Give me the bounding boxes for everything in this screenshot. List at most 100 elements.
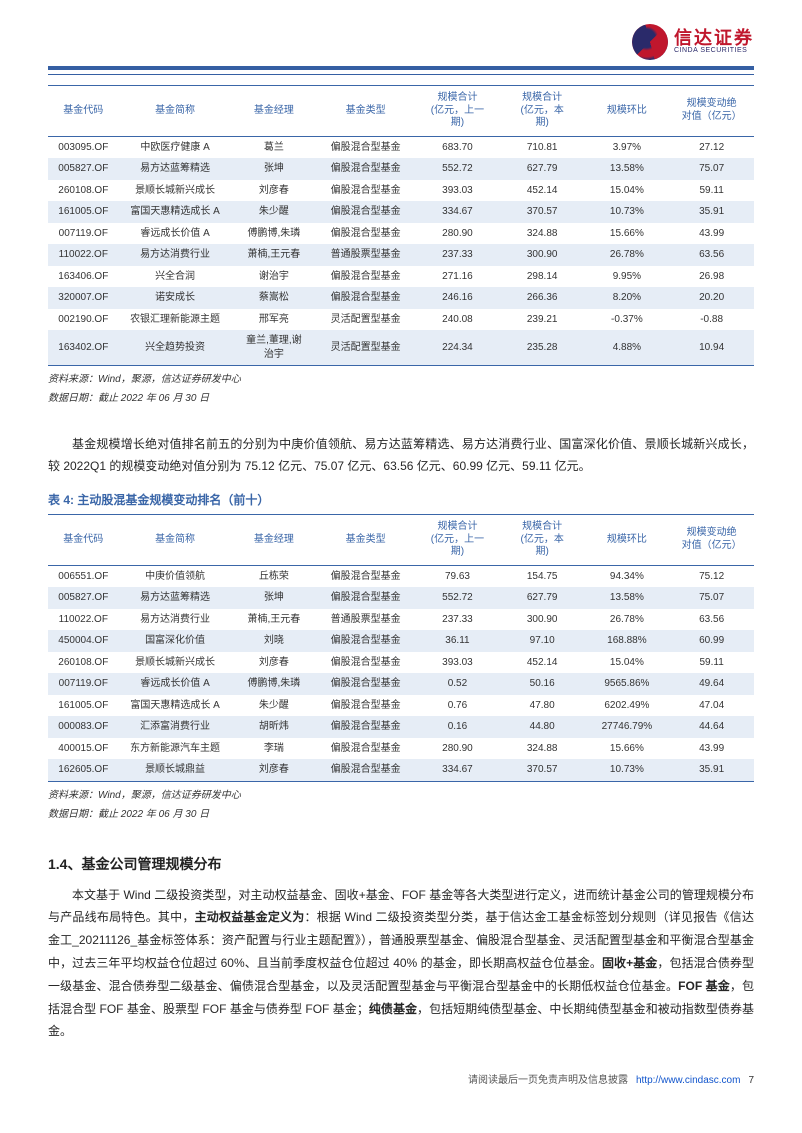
cell: 79.63 <box>415 565 500 587</box>
cell: 000083.OF <box>48 716 119 738</box>
col-header: 基金代码 <box>48 515 119 566</box>
cell: 中欧医疗健康 A <box>119 136 232 158</box>
table-scale-change: 基金代码基金简称基金经理基金类型规模合计(亿元，上一期)规模合计(亿元，本期)规… <box>48 514 754 782</box>
date-note: 数据日期：截止 2022 年 06 月 30 日 <box>48 389 754 404</box>
cell: 50.16 <box>500 673 585 695</box>
table-fund-scale: 基金代码基金简称基金经理基金类型规模合计(亿元，上一期)规模合计(亿元，本期)规… <box>48 85 754 366</box>
cell: 0.16 <box>415 716 500 738</box>
def-b1: 主动权益基金定义为 <box>195 910 305 924</box>
cell: 偏股混合型基金 <box>316 673 415 695</box>
cell: 334.67 <box>415 759 500 781</box>
cell: 偏股混合型基金 <box>316 180 415 202</box>
cell: 李瑞 <box>232 738 317 760</box>
swirl-icon <box>632 24 668 60</box>
table-row: 320007.OF诺安成长蔡嵩松偏股混合型基金246.16266.368.20%… <box>48 287 754 309</box>
cell: 兴全趋势投资 <box>119 330 232 366</box>
table-row: 003095.OF中欧医疗健康 A葛兰偏股混合型基金683.70710.813.… <box>48 136 754 158</box>
cell: 007119.OF <box>48 673 119 695</box>
brand-en: CINDA SECURITIES <box>674 47 754 55</box>
cell: 景顺长城新兴成长 <box>119 180 232 202</box>
cell: 163406.OF <box>48 266 119 288</box>
col-header: 规模合计(亿元，本期) <box>500 515 585 566</box>
cell: 400015.OF <box>48 738 119 760</box>
cell: 中庚价值领航 <box>119 565 232 587</box>
cell: 偏股混合型基金 <box>316 287 415 309</box>
cell: 393.03 <box>415 180 500 202</box>
cell: 傅鹏博,朱璘 <box>232 223 317 245</box>
cell: 237.33 <box>415 244 500 266</box>
table-row: 006551.OF中庚价值领航丘栋荣偏股混合型基金79.63154.7594.3… <box>48 565 754 587</box>
col-header: 规模合计(亿元，上一期) <box>415 515 500 566</box>
brand-cn: 信达证券 <box>674 29 754 47</box>
cell: 灵活配置型基金 <box>316 330 415 366</box>
cell: 334.67 <box>415 201 500 223</box>
cell: 43.99 <box>669 738 754 760</box>
footer-link[interactable]: http://www.cindasc.com <box>636 1075 740 1086</box>
cell: 161005.OF <box>48 695 119 717</box>
cell: 15.04% <box>585 652 670 674</box>
cell: 8.20% <box>585 287 670 309</box>
cell: 005827.OF <box>48 158 119 180</box>
cell: 偏股混合型基金 <box>316 652 415 674</box>
cell: 224.34 <box>415 330 500 366</box>
table-row: 007119.OF睿远成长价值 A傅鹏博,朱璘偏股混合型基金0.5250.169… <box>48 673 754 695</box>
cell: 26.98 <box>669 266 754 288</box>
cell: 47.80 <box>500 695 585 717</box>
source-note: 资料来源：Wind，聚源，信达证券研发中心 <box>48 370 754 385</box>
col-header: 规模环比 <box>585 515 670 566</box>
date-note: 数据日期：截止 2022 年 06 月 30 日 <box>48 805 754 820</box>
cell: 452.14 <box>500 180 585 202</box>
col-header: 基金类型 <box>316 515 415 566</box>
table-row: 161005.OF富国天惠精选成长 A朱少醒偏股混合型基金334.67370.5… <box>48 201 754 223</box>
cell: 傅鹏博,朱璘 <box>232 673 317 695</box>
cell: 370.57 <box>500 201 585 223</box>
cell: 13.58% <box>585 158 670 180</box>
cell: 59.11 <box>669 652 754 674</box>
page-number: 7 <box>748 1075 754 1086</box>
cell: 睿远成长价值 A <box>119 673 232 695</box>
cell: 239.21 <box>500 309 585 331</box>
cell: 27746.79% <box>585 716 670 738</box>
cell: 偏股混合型基金 <box>316 759 415 781</box>
table-header-row: 基金代码基金简称基金经理基金类型规模合计(亿元，上一期)规模合计(亿元，本期)规… <box>48 86 754 137</box>
cell: 161005.OF <box>48 201 119 223</box>
cell: 东方新能源汽车主题 <box>119 738 232 760</box>
cell: 75.12 <box>669 565 754 587</box>
cell: 15.66% <box>585 738 670 760</box>
def-b2: 固收+基金 <box>602 956 657 970</box>
cell: 110022.OF <box>48 609 119 631</box>
source-note: 资料来源：Wind，聚源，信达证券研发中心 <box>48 786 754 801</box>
cell: 诺安成长 <box>119 287 232 309</box>
cell: 44.64 <box>669 716 754 738</box>
cell: 35.91 <box>669 201 754 223</box>
cell: 266.36 <box>500 287 585 309</box>
cell: 163402.OF <box>48 330 119 366</box>
cell: 偏股混合型基金 <box>316 158 415 180</box>
cell: 葛兰 <box>232 136 317 158</box>
cell: 47.04 <box>669 695 754 717</box>
cell: 005827.OF <box>48 587 119 609</box>
cell: 易方达消费行业 <box>119 609 232 631</box>
cell: 393.03 <box>415 652 500 674</box>
page-header: 信达证券 CINDA SECURITIES <box>48 24 754 66</box>
cell: 26.78% <box>585 244 670 266</box>
table-row: 002190.OF农银汇理新能源主题邢军亮灵活配置型基金240.08239.21… <box>48 309 754 331</box>
cell: 15.66% <box>585 223 670 245</box>
cell: 63.56 <box>669 244 754 266</box>
cell: -0.37% <box>585 309 670 331</box>
cell: 002190.OF <box>48 309 119 331</box>
cell: 胡昕炜 <box>232 716 317 738</box>
cell: 298.14 <box>500 266 585 288</box>
cell: 蔡嵩松 <box>232 287 317 309</box>
cell: 丘栋荣 <box>232 565 317 587</box>
cell: 627.79 <box>500 587 585 609</box>
table-row: 005827.OF易方达蓝筹精选张坤偏股混合型基金552.72627.7913.… <box>48 587 754 609</box>
table2-title: 表 4: 主动股混基金规模变动排名（前十） <box>48 491 754 508</box>
cell: 偏股混合型基金 <box>316 695 415 717</box>
cell: 10.73% <box>585 759 670 781</box>
cell: 童兰,董理,谢治宇 <box>232 330 317 366</box>
cell: 4.88% <box>585 330 670 366</box>
cell: 162605.OF <box>48 759 119 781</box>
cell: 260108.OF <box>48 180 119 202</box>
table-row: 400015.OF东方新能源汽车主题李瑞偏股混合型基金280.90324.881… <box>48 738 754 760</box>
